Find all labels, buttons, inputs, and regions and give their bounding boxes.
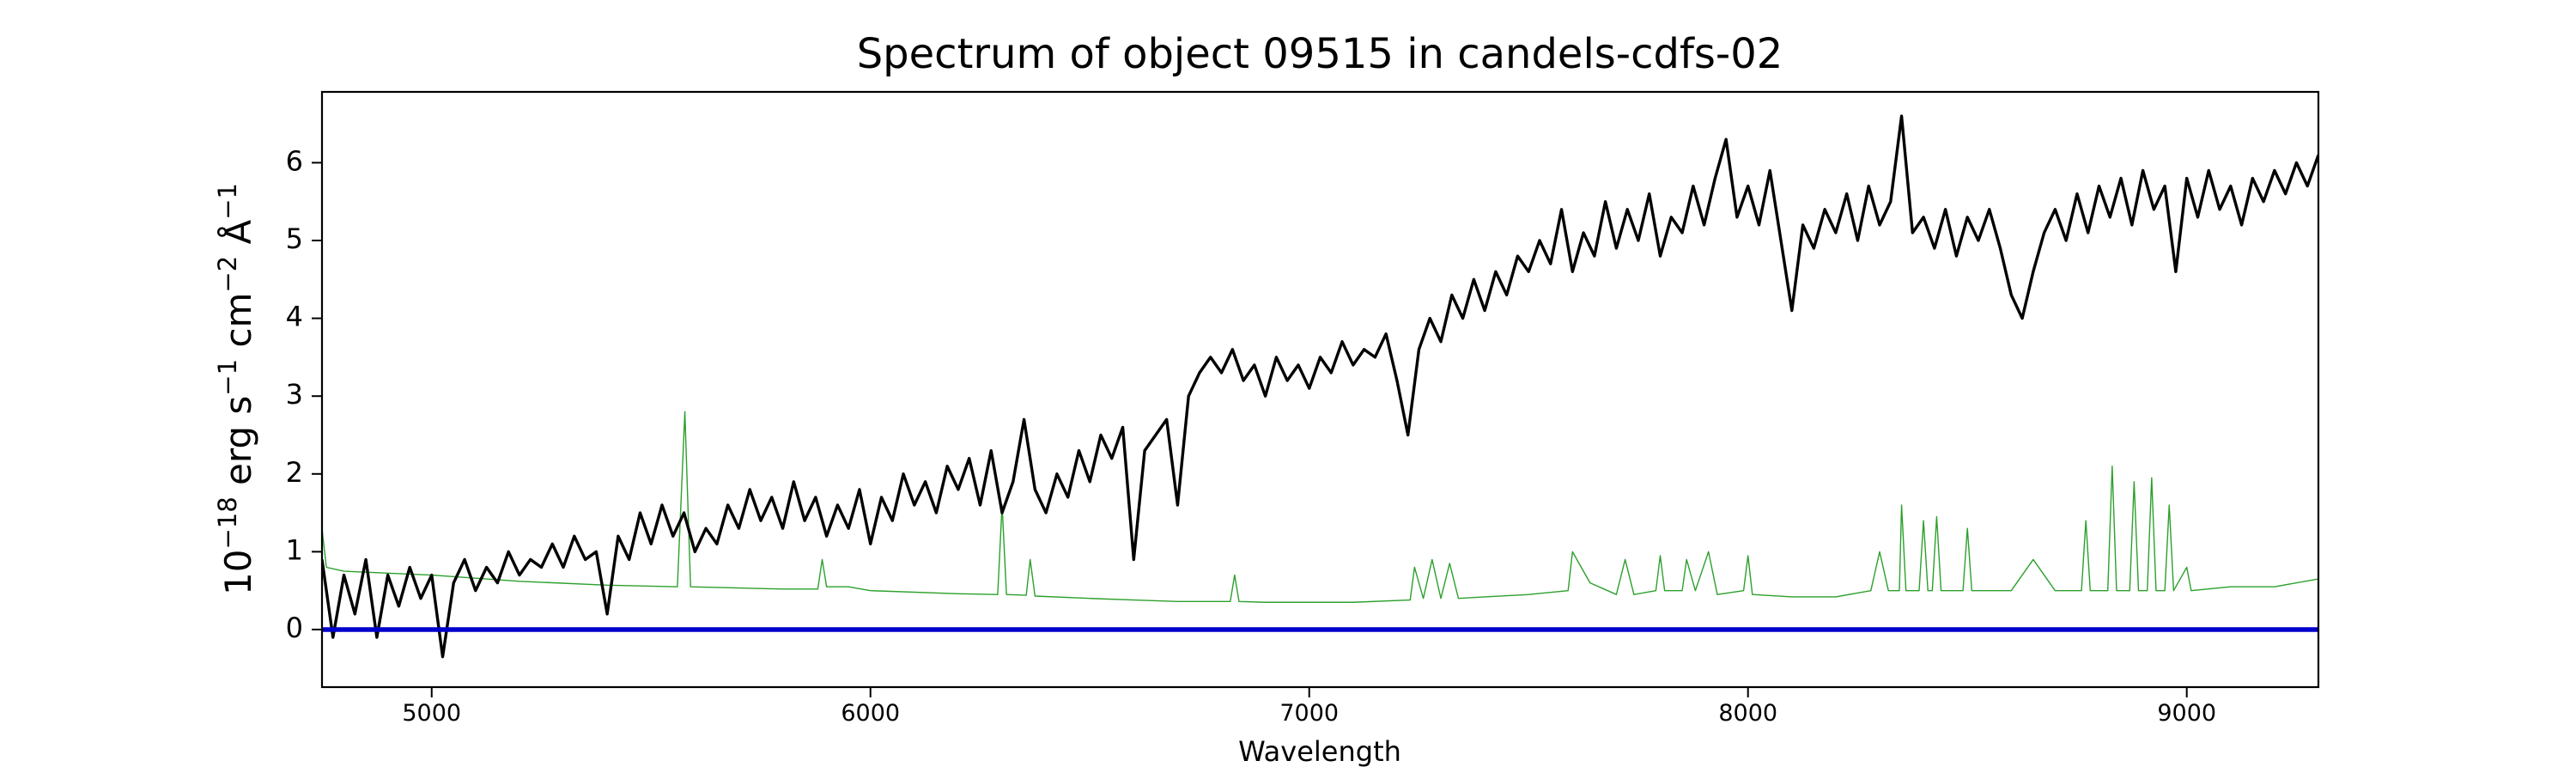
x-tick-label: 8000 bbox=[1718, 700, 1777, 727]
y-tick-label: 6 bbox=[286, 144, 303, 177]
y-tick-label: 3 bbox=[286, 378, 303, 411]
y-tick-label: 5 bbox=[286, 222, 303, 255]
x-tick-label: 6000 bbox=[841, 700, 900, 727]
y-axis-label-part: Å bbox=[216, 220, 259, 256]
plot-area bbox=[322, 114, 2318, 659]
y-axis-label-exponent: −1 bbox=[213, 183, 242, 220]
x-tick-label: 9000 bbox=[2157, 700, 2216, 727]
spectrum-line bbox=[322, 114, 2318, 659]
y-tick-label: 2 bbox=[286, 456, 303, 489]
x-axis-label: Wavelength bbox=[1238, 735, 1401, 768]
y-axis-label-part: 10 bbox=[217, 550, 259, 595]
spectrum-line bbox=[322, 411, 2318, 603]
y-axis-label-part: erg s bbox=[217, 396, 259, 497]
y-axis-label: 10−18 erg s−1 cm−2 Å−1 bbox=[213, 183, 259, 595]
y-axis-label-part: cm bbox=[217, 293, 259, 359]
y-tick-label: 1 bbox=[286, 533, 303, 566]
chart-title: Spectrum of object 09515 in candels-cdfs… bbox=[857, 30, 1783, 78]
y-axis-label-exponent: −2 bbox=[213, 256, 242, 293]
axes-frame bbox=[320, 90, 2320, 689]
y-axis-label-exponent: −18 bbox=[213, 496, 242, 549]
y-axis-label-exponent: −1 bbox=[213, 359, 242, 396]
x-tick-label: 5000 bbox=[402, 700, 461, 727]
y-tick-label: 4 bbox=[286, 301, 303, 333]
x-tick-label: 7000 bbox=[1279, 700, 1339, 727]
y-tick-label: 0 bbox=[286, 612, 303, 644]
